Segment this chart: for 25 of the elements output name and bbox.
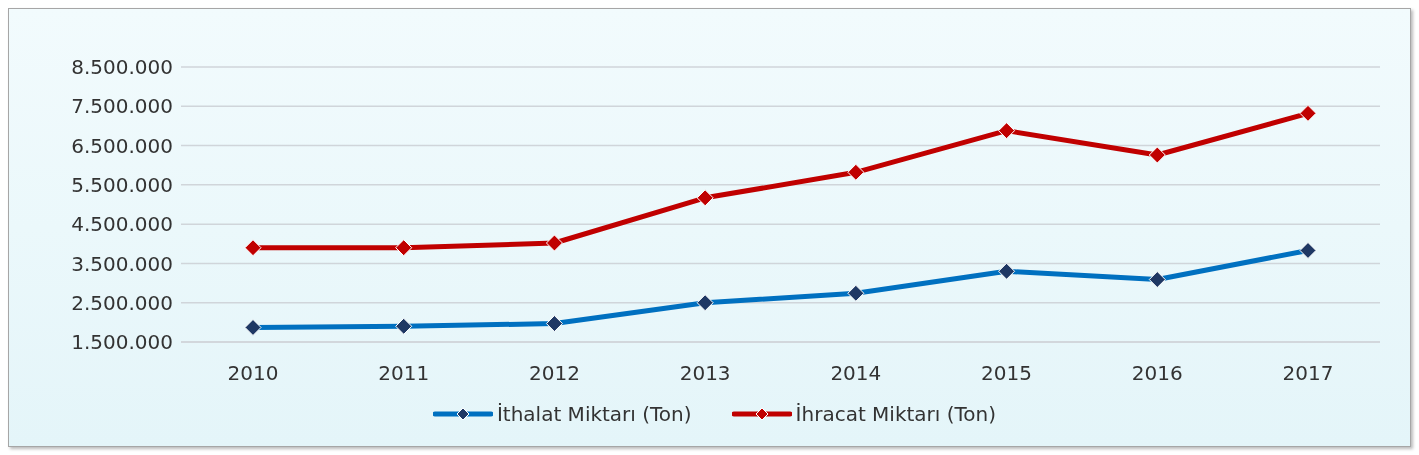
point [847, 163, 865, 181]
legend-label: İhracat Miktarı (Ton) [795, 402, 997, 426]
x-tick-label: 2010 [227, 361, 279, 386]
y-tick-label: 2.500.000 [71, 290, 173, 315]
x-tick-label: 2014 [830, 361, 882, 386]
point [244, 239, 262, 257]
point [1299, 104, 1317, 122]
x-tick-label: 2017 [1282, 361, 1334, 386]
x-tick-label: 2011 [378, 361, 430, 386]
point [998, 122, 1016, 140]
y-tick-label: 3.500.000 [71, 251, 173, 276]
x-tick-label: 2012 [528, 361, 580, 386]
y-tick-label: 4.500.000 [71, 212, 173, 237]
x-tick-label: 2016 [1131, 361, 1183, 386]
y-tick-label: 8.500.000 [71, 55, 173, 80]
y-tick-label: 6.500.000 [71, 133, 173, 158]
point [696, 189, 714, 207]
y-tick-label: 1.500.000 [71, 330, 173, 355]
point [1148, 146, 1166, 164]
point [395, 239, 413, 257]
y-tick-label: 7.500.000 [71, 94, 173, 119]
legend-label: İthalat Miktarı (Ton) [496, 402, 692, 426]
x-tick-label: 2015 [981, 361, 1033, 386]
y-tick-label: 5.500.000 [71, 172, 173, 197]
x-tick-label: 2013 [679, 361, 731, 386]
